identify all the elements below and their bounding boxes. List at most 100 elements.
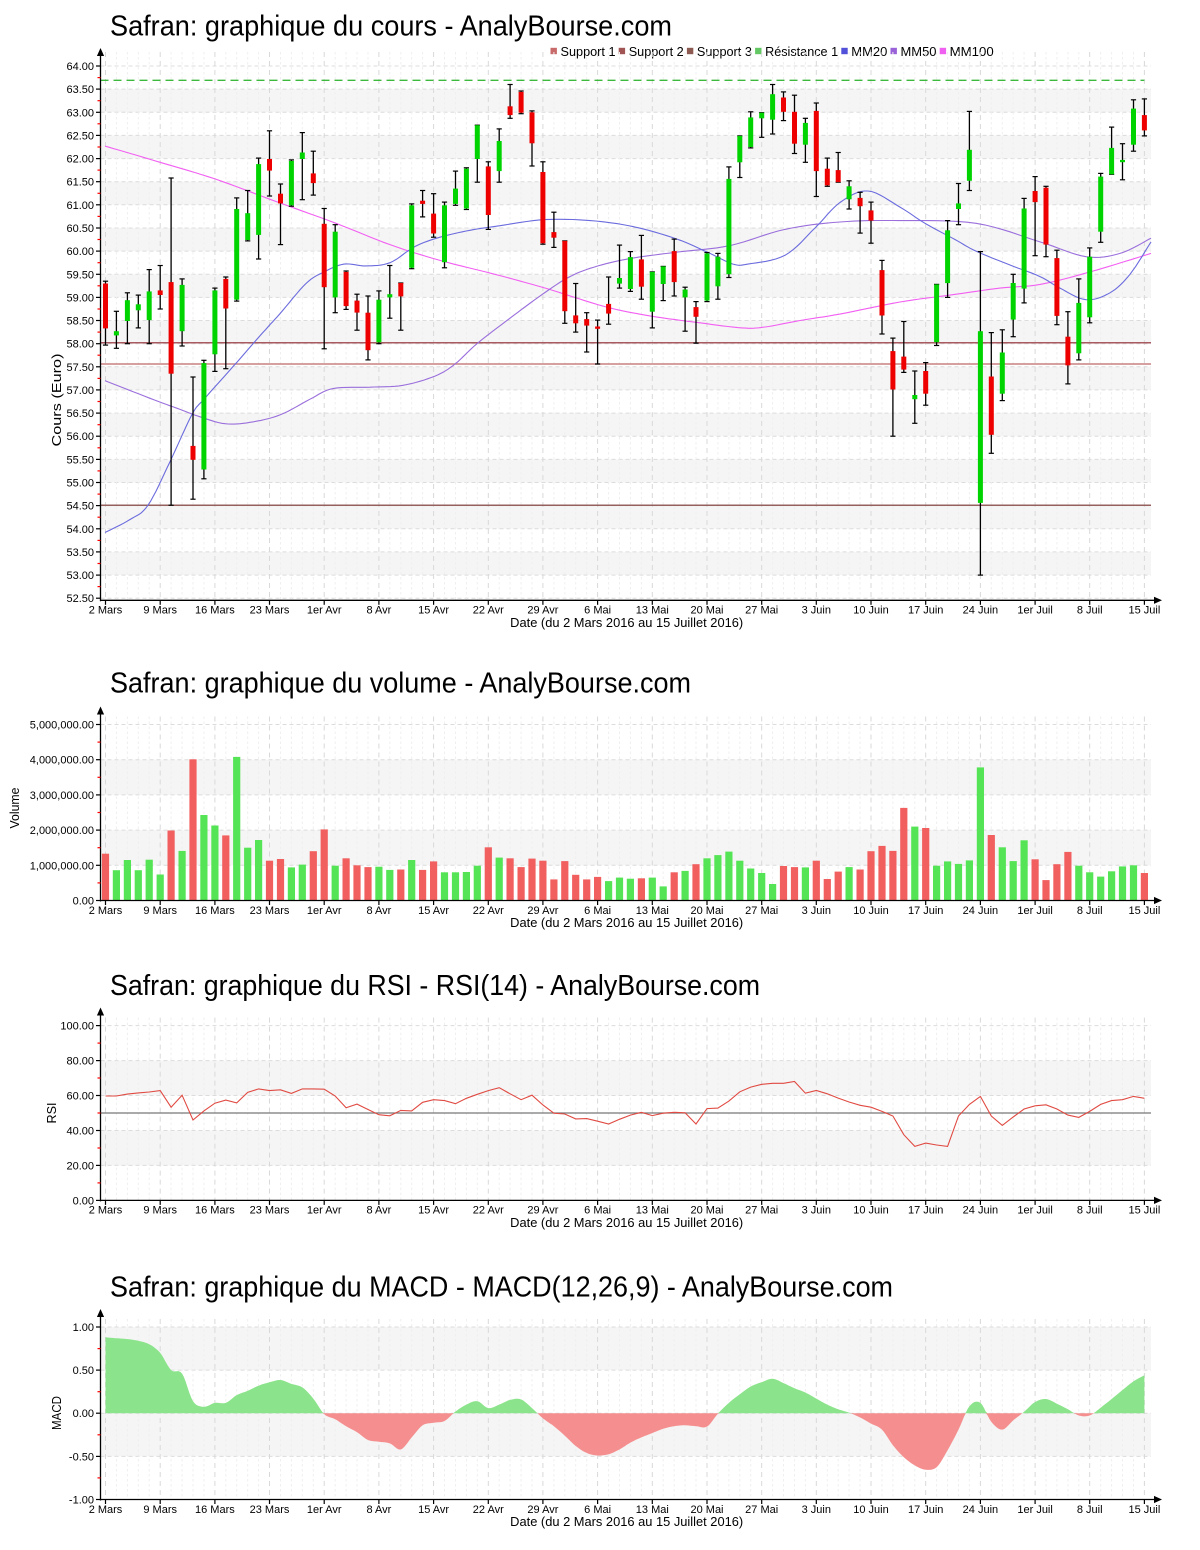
svg-text:17 Juin: 17 Juin xyxy=(908,1504,943,1516)
svg-text:MM100: MM100 xyxy=(950,44,994,59)
svg-text:15 Avr: 15 Avr xyxy=(418,905,449,917)
svg-text:6 Mai: 6 Mai xyxy=(584,605,611,617)
svg-text:1.00: 1.00 xyxy=(73,1322,94,1334)
svg-text:10 Juin: 10 Juin xyxy=(853,905,888,917)
svg-text:17 Juin: 17 Juin xyxy=(908,905,943,917)
svg-text:60.50: 60.50 xyxy=(66,223,94,235)
svg-text:40.00: 40.00 xyxy=(66,1126,94,1138)
svg-text:24 Juin: 24 Juin xyxy=(963,905,998,917)
svg-text:6 Mai: 6 Mai xyxy=(584,1205,611,1217)
svg-text:27 Mai: 27 Mai xyxy=(745,905,778,917)
svg-text:MM20: MM20 xyxy=(851,44,887,59)
svg-text:27 Mai: 27 Mai xyxy=(745,1504,778,1516)
svg-text:64.00: 64.00 xyxy=(66,61,94,73)
svg-text:15 Juil: 15 Juil xyxy=(1129,905,1161,917)
svg-text:15 Avr: 15 Avr xyxy=(418,605,449,617)
svg-text:56.00: 56.00 xyxy=(66,431,94,443)
svg-text:8 Juil: 8 Juil xyxy=(1077,905,1103,917)
svg-text:29 Avr: 29 Avr xyxy=(527,1504,558,1516)
svg-text:55.50: 55.50 xyxy=(66,454,94,466)
svg-text:53.00: 53.00 xyxy=(66,570,94,582)
svg-text:60.00: 60.00 xyxy=(66,246,94,258)
svg-text:20.00: 20.00 xyxy=(66,1160,94,1172)
svg-text:22 Avr: 22 Avr xyxy=(473,1504,504,1516)
svg-text:15 Avr: 15 Avr xyxy=(418,1205,449,1217)
svg-text:-0.50: -0.50 xyxy=(69,1451,94,1463)
svg-text:63.50: 63.50 xyxy=(66,84,94,96)
svg-text:54.00: 54.00 xyxy=(66,524,94,536)
svg-text:3,000,000.00: 3,000,000.00 xyxy=(30,790,94,802)
svg-text:9 Mars: 9 Mars xyxy=(143,1205,177,1217)
svg-text:8 Juil: 8 Juil xyxy=(1077,605,1103,617)
svg-text:24 Juin: 24 Juin xyxy=(963,1504,998,1516)
svg-text:22 Avr: 22 Avr xyxy=(473,1205,504,1217)
svg-text:13 Mai: 13 Mai xyxy=(636,1205,669,1217)
svg-text:Support 3: Support 3 xyxy=(697,44,752,59)
svg-text:56.50: 56.50 xyxy=(66,408,94,420)
svg-text:1er Juil: 1er Juil xyxy=(1017,1504,1052,1516)
svg-text:Date (du 2 Mars 2016 au 15 Jui: Date (du 2 Mars 2016 au 15 Juillet 2016) xyxy=(510,916,743,930)
svg-text:Volume: Volume xyxy=(8,787,22,828)
svg-text:8 Avr: 8 Avr xyxy=(366,1504,391,1516)
svg-text:16 Mars: 16 Mars xyxy=(195,605,235,617)
svg-text:8 Avr: 8 Avr xyxy=(366,605,391,617)
svg-text:29 Avr: 29 Avr xyxy=(527,1205,558,1217)
svg-text:8 Juil: 8 Juil xyxy=(1077,1504,1103,1516)
svg-text:0.50: 0.50 xyxy=(73,1365,94,1377)
svg-text:54.50: 54.50 xyxy=(66,501,94,513)
svg-text:6 Mai: 6 Mai xyxy=(584,905,611,917)
svg-text:1er Juil: 1er Juil xyxy=(1017,905,1052,917)
svg-text:16 Mars: 16 Mars xyxy=(195,1504,235,1516)
svg-text:3 Juin: 3 Juin xyxy=(802,1504,831,1516)
svg-text:55.00: 55.00 xyxy=(66,478,94,490)
svg-text:9 Mars: 9 Mars xyxy=(143,605,177,617)
svg-text:27 Mai: 27 Mai xyxy=(745,1205,778,1217)
svg-text:57.50: 57.50 xyxy=(66,362,94,374)
svg-text:20 Mai: 20 Mai xyxy=(690,605,723,617)
svg-text:23 Mars: 23 Mars xyxy=(250,1205,290,1217)
svg-text:MACD: MACD xyxy=(50,1396,64,1430)
svg-text:1er Juil: 1er Juil xyxy=(1017,1205,1052,1217)
svg-text:22 Avr: 22 Avr xyxy=(473,605,504,617)
svg-text:62.00: 62.00 xyxy=(66,154,94,166)
svg-text:1er Avr: 1er Avr xyxy=(307,905,342,917)
svg-text:5,000,000.00: 5,000,000.00 xyxy=(30,720,94,732)
svg-text:52.50: 52.50 xyxy=(66,593,94,605)
svg-text:53.50: 53.50 xyxy=(66,547,94,559)
svg-text:Résistance 1: Résistance 1 xyxy=(765,44,838,59)
svg-text:63.00: 63.00 xyxy=(66,107,94,119)
svg-text:80.00: 80.00 xyxy=(66,1056,94,1068)
svg-text:2 Mars: 2 Mars xyxy=(89,605,123,617)
svg-text:3 Juin: 3 Juin xyxy=(802,905,831,917)
svg-text:Safran: graphique du MACD - MA: Safran: graphique du MACD - MACD(12,26,9… xyxy=(110,1272,893,1304)
svg-text:1er Avr: 1er Avr xyxy=(307,1205,342,1217)
svg-text:8 Avr: 8 Avr xyxy=(366,905,391,917)
svg-text:20 Mai: 20 Mai xyxy=(690,1504,723,1516)
svg-text:Support 1: Support 1 xyxy=(561,44,616,59)
svg-text:10 Juin: 10 Juin xyxy=(853,1205,888,1217)
svg-text:59.50: 59.50 xyxy=(66,269,94,281)
svg-text:2 Mars: 2 Mars xyxy=(89,1205,123,1217)
svg-text:Safran: graphique du volume -: Safran: graphique du volume - AnalyBours… xyxy=(110,667,691,699)
svg-text:23 Mars: 23 Mars xyxy=(250,1504,290,1516)
svg-text:20 Mai: 20 Mai xyxy=(690,1205,723,1217)
svg-text:1er Avr: 1er Avr xyxy=(307,605,342,617)
svg-text:100.00: 100.00 xyxy=(60,1021,94,1033)
svg-text:Date (du 2 Mars 2016 au 15 Jui: Date (du 2 Mars 2016 au 15 Juillet 2016) xyxy=(510,616,743,630)
svg-text:2 Mars: 2 Mars xyxy=(89,905,123,917)
svg-text:MM50: MM50 xyxy=(901,44,937,59)
svg-text:RSI: RSI xyxy=(45,1103,59,1124)
svg-text:61.00: 61.00 xyxy=(66,200,94,212)
svg-text:-1.00: -1.00 xyxy=(69,1495,94,1507)
svg-text:62.50: 62.50 xyxy=(66,130,94,142)
svg-text:59.00: 59.00 xyxy=(66,292,94,304)
svg-text:13 Mai: 13 Mai xyxy=(636,1504,669,1516)
svg-text:10 Juin: 10 Juin xyxy=(853,1504,888,1516)
svg-text:10 Juin: 10 Juin xyxy=(853,605,888,617)
svg-text:23 Mars: 23 Mars xyxy=(250,905,290,917)
svg-text:8 Juil: 8 Juil xyxy=(1077,1205,1103,1217)
svg-text:17 Juin: 17 Juin xyxy=(908,605,943,617)
svg-text:23 Mars: 23 Mars xyxy=(250,605,290,617)
svg-text:1er Juil: 1er Juil xyxy=(1017,605,1052,617)
svg-text:3 Juin: 3 Juin xyxy=(802,1205,831,1217)
